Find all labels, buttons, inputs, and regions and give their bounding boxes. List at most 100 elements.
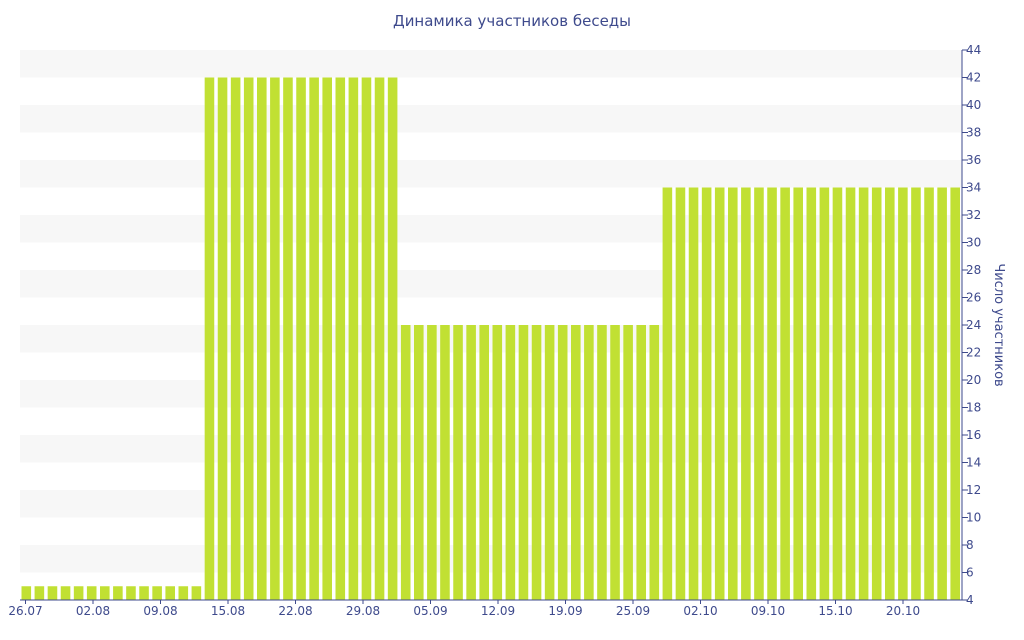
bar (243, 77, 254, 600)
bar (571, 325, 581, 600)
x-tick-label: 12.09 (481, 604, 515, 618)
bar (100, 586, 110, 600)
bar (819, 187, 830, 600)
bar (414, 325, 424, 600)
bar (688, 187, 699, 600)
bar (126, 586, 136, 600)
y-tick-label: 20 (966, 373, 981, 387)
bar (505, 325, 516, 600)
bar (152, 586, 162, 600)
bar (453, 325, 463, 600)
bar (675, 187, 686, 600)
bar (165, 586, 175, 600)
y-tick-label: 4 (966, 593, 974, 607)
grid-band (20, 270, 962, 298)
bar (767, 187, 777, 600)
chart-title: Динамика участников беседы (392, 12, 632, 30)
y-tick-label: 18 (966, 401, 981, 415)
bar (113, 586, 123, 600)
bar (544, 325, 555, 600)
bar (139, 586, 149, 600)
bar (387, 77, 398, 600)
y-tick-label: 34 (966, 181, 981, 195)
bar (714, 187, 725, 600)
bar (518, 325, 529, 600)
y-tick-label: 12 (966, 483, 981, 497)
y-axis-label: Число участников (991, 263, 1006, 386)
y-tick-label: 38 (966, 126, 981, 140)
grid-band (20, 105, 962, 133)
bar (649, 325, 660, 600)
bar (871, 187, 882, 600)
x-tick-label: 25.09 (616, 604, 650, 618)
x-tick-label: 26.07 (8, 604, 42, 618)
bar (257, 77, 267, 600)
grid-band (20, 50, 962, 78)
x-tick-label: 29.08 (346, 604, 380, 618)
bar (479, 325, 489, 600)
x-tick-label: 02.08 (76, 604, 110, 618)
bar (374, 77, 385, 600)
bar (400, 325, 411, 600)
grid-band (20, 325, 962, 353)
grid-band (20, 215, 962, 243)
bar (492, 325, 503, 600)
bar (885, 187, 895, 600)
bar (466, 325, 476, 600)
y-tick-label: 32 (966, 208, 981, 222)
x-tick-label: 22.08 (278, 604, 312, 618)
bar (348, 77, 359, 600)
y-tick-label: 40 (966, 98, 981, 112)
bar (322, 77, 332, 600)
bar (204, 77, 215, 600)
grid-band (20, 490, 962, 518)
grid-band (20, 160, 962, 188)
bar (557, 325, 568, 600)
bar (531, 325, 542, 600)
y-tick-label: 36 (966, 153, 981, 167)
x-tick-label: 02.10 (683, 604, 717, 618)
bar (335, 77, 346, 600)
x-tick-label: 15.08 (211, 604, 245, 618)
bar (610, 325, 620, 600)
bar (178, 586, 189, 600)
bar (636, 325, 646, 600)
x-tick-label: 05.09 (413, 604, 447, 618)
bar (34, 586, 45, 600)
bar (86, 586, 97, 600)
bar (950, 187, 960, 600)
bar (73, 586, 84, 600)
y-tick-label: 30 (966, 236, 981, 250)
grid-band (20, 435, 962, 463)
y-tick-label: 26 (966, 291, 981, 305)
x-tick-label: 15.10 (818, 604, 852, 618)
bar (793, 187, 803, 600)
y-tick-label: 28 (966, 263, 981, 277)
bar (427, 325, 437, 600)
bar (270, 77, 280, 600)
bar (309, 77, 319, 600)
bar (597, 325, 607, 600)
bar (191, 586, 202, 600)
bar (924, 187, 934, 600)
y-tick-label: 22 (966, 346, 981, 360)
y-tick-label: 16 (966, 428, 981, 442)
x-tick-label: 09.10 (751, 604, 785, 618)
bar (832, 187, 843, 600)
bar (283, 77, 293, 600)
bar (60, 586, 71, 600)
bar (754, 187, 764, 600)
bar (623, 325, 633, 600)
grid-band (20, 545, 962, 573)
y-tick-label: 44 (966, 43, 981, 57)
y-tick-label: 8 (966, 538, 974, 552)
bar (806, 187, 817, 600)
bar (937, 187, 947, 600)
bar (728, 187, 738, 600)
y-tick-label: 10 (966, 511, 981, 525)
bar (584, 325, 594, 600)
bar (440, 325, 450, 600)
y-tick-label: 24 (966, 318, 981, 332)
